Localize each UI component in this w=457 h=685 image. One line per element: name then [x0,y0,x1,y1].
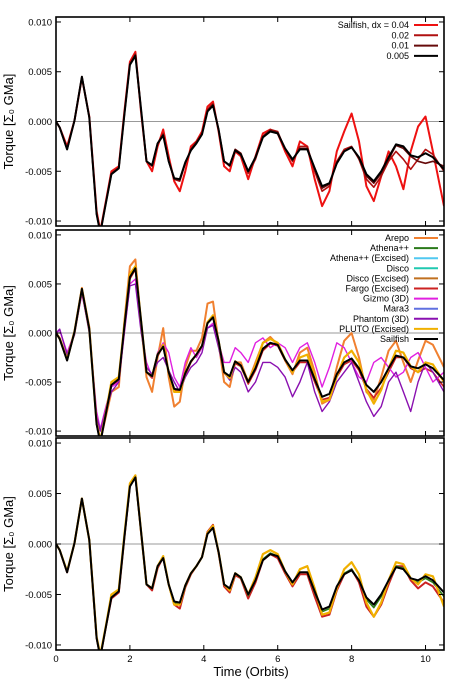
legend-label: Arepo [385,233,409,243]
legend-label: Mara3 [383,304,409,314]
legend-label: Phantom (3D) [353,314,409,324]
x-tick-label: 10 [420,654,431,665]
series-line-bottom-4 [56,476,444,650]
legend: Sailfish, dx = 0.040.020.010.005 [338,20,438,61]
y-tick-label: -0.010 [25,427,52,438]
x-tick-label: 2 [127,654,132,665]
legend-label: 0.02 [391,30,409,40]
y-axis-label: Torque [Σ₀ GMa] [1,496,16,592]
y-tick-label: 0.005 [28,279,52,290]
series-line-0-01 [56,54,444,226]
panel-bottom: -0.010 -0.005 0.000 0.005 0.010 0 2 4 6 8 10 Torque… [1,437,445,665]
y-tick-label: -0.005 [25,590,52,601]
series-line-bottom-1 [56,476,444,650]
legend-label: 0.005 [386,51,409,61]
y-tick-label: 0.005 [28,67,52,78]
legend-label: Athena++ [370,243,409,253]
series-line-sailfish-dx-0-04 [56,50,444,226]
legend-label: Sailfish, dx = 0.04 [338,20,409,30]
series-line-bottom-0 [56,474,444,650]
legend-label: Athena++ (Excised) [330,253,409,263]
y-tick-label: -0.010 [25,217,52,228]
x-tick-label: 4 [201,654,206,665]
y-tick-label: 0.000 [28,540,52,551]
y-tick-label: 0.000 [28,117,52,128]
y-tick-label: 0.010 [28,230,52,241]
y-tick-label: -0.010 [25,640,52,651]
y-axis-label: Torque [Σ₀ GMa] [1,74,16,170]
legend-label: 0.01 [391,41,409,51]
panel-middle: -0.010 -0.005 0.000 0.005 0.010 Torque [Σ₀ GM… [1,229,445,438]
panel-top: -0.010 -0.005 0.000 0.005 0.010 Torque [Σ₀ GM… [1,16,445,228]
legend-label: Sailfish [380,334,409,344]
legend-label: Gizmo (3D) [363,294,409,304]
legend-label: PLUTO (Excised) [339,324,409,334]
y-tick-label: 0.010 [28,439,52,450]
x-tick-label: 0 [53,654,58,665]
series-line-0-005 [56,54,444,226]
x-axis-label: Time (Orbits) [213,664,288,679]
series-line-sailfish [56,267,444,436]
legend-label: Fargo (Excised) [345,284,409,294]
series-line-0-02 [56,53,444,226]
y-tick-label: 0.010 [28,17,52,28]
x-tick-label: 8 [349,654,354,665]
series-line-bottom-2 [56,476,444,650]
y-tick-label: 0.000 [28,329,52,340]
legend-label: Disco (Excised) [346,273,409,283]
y-tick-label: -0.005 [25,167,52,178]
y-tick-label: -0.005 [25,378,52,389]
y-tick-label: 0.005 [28,489,52,500]
series-line-bottom-3 [56,474,444,650]
y-axis-label: Torque [Σ₀ GMa] [1,285,16,381]
x-tick-label: 6 [275,654,280,665]
legend-label: Disco [386,263,409,273]
